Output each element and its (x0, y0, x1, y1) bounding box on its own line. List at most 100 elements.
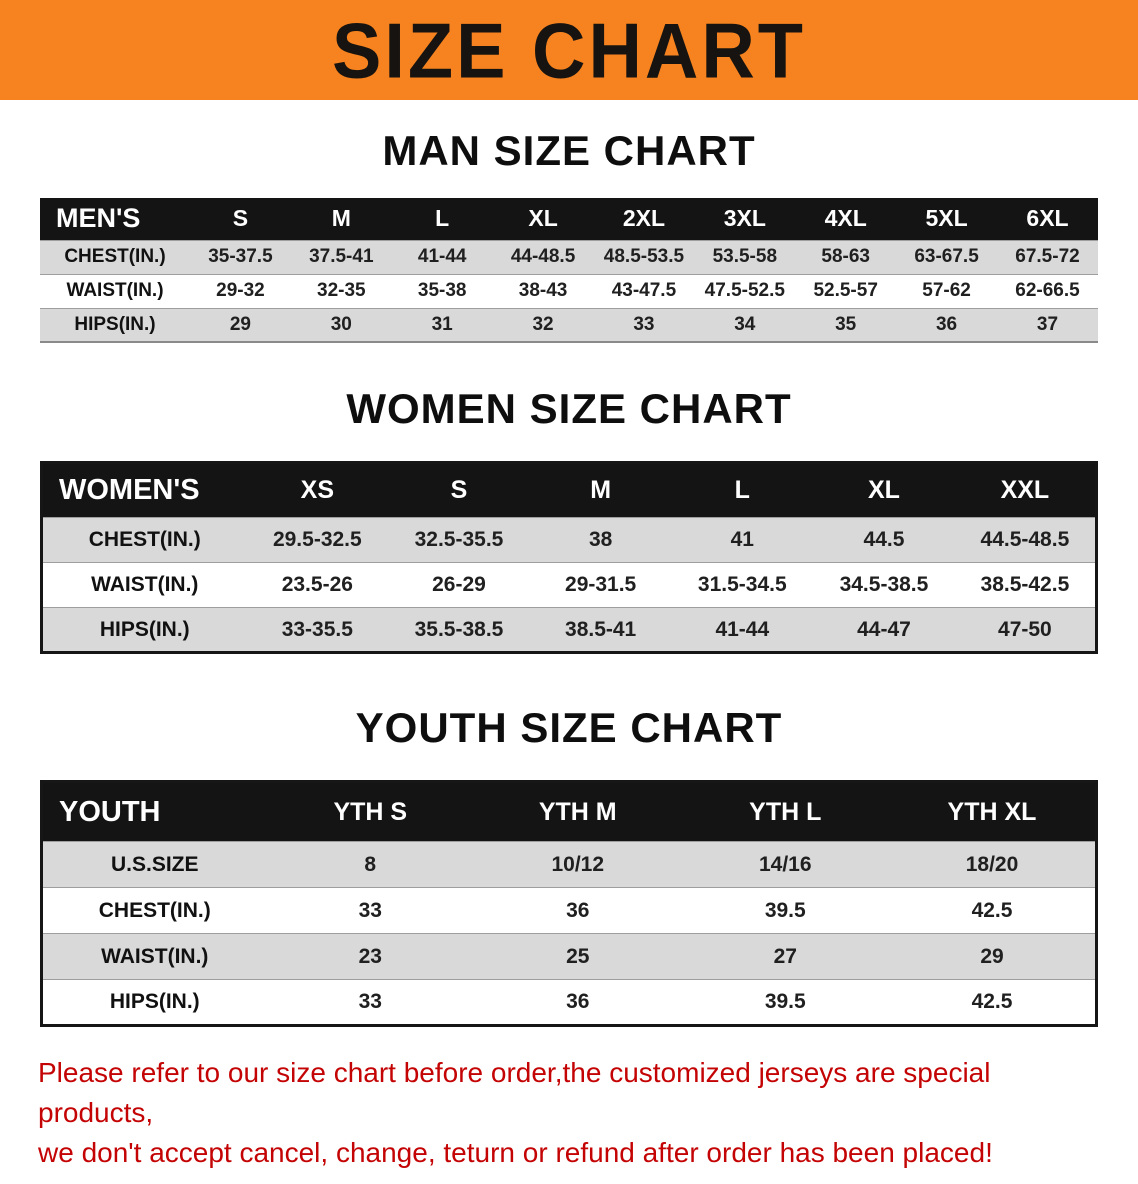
table-title-cell: MEN'S (40, 198, 190, 240)
value-cell: 27 (681, 933, 889, 980)
value-cell: 8 (266, 841, 474, 888)
disclaimer-line-2: we don't accept cancel, change, teturn o… (38, 1136, 993, 1168)
table-row: CHEST(IN.) 29.5-32.5 32.5-35.5 38 41 44.5 44.5… (41, 517, 1097, 563)
value-cell: 41-44 (391, 239, 493, 274)
value-cell: 34 (694, 307, 796, 342)
size-header-cell: XL (492, 198, 594, 240)
table-row: HIPS(IN.) 33-35.5 35.5-38.5 38.5-41 41-44 44-… (41, 607, 1097, 653)
size-header-cell: YTH L (681, 781, 889, 842)
value-cell: 23 (266, 933, 474, 980)
value-cell: 43-47.5 (593, 273, 695, 308)
value-cell: 36 (474, 887, 682, 934)
value-cell: 62-66.5 (997, 273, 1098, 308)
measure-label-cell: HIPS(IN.) (40, 307, 190, 342)
table-row: WAIST(IN.) 23.5-26 26-29 29-31.5 31.5-34.5 34… (41, 562, 1097, 608)
value-cell: 39.5 (681, 887, 889, 934)
value-cell: 41 (671, 517, 814, 563)
table-header-row: WOMEN'S XS S M L XL XXL (41, 462, 1097, 518)
table-row: WAIST(IN.) 29-32 32-35 35-38 38-43 43-47.5 47.… (40, 273, 1098, 308)
value-cell: 29 (889, 933, 1097, 980)
value-cell: 47-50 (954, 607, 1097, 653)
measure-label-cell: WAIST(IN.) (40, 273, 190, 308)
value-cell: 52.5-57 (795, 273, 897, 308)
size-header-cell: S (388, 462, 530, 518)
value-cell: 31 (391, 307, 493, 342)
value-cell: 32 (492, 307, 594, 342)
measure-label-cell: CHEST(IN.) (41, 517, 247, 563)
value-cell: 63-67.5 (896, 239, 997, 274)
measure-label-cell: U.S.SIZE (41, 841, 267, 888)
size-header-cell: L (391, 198, 493, 240)
value-cell: 53.5-58 (694, 239, 796, 274)
value-cell: 36 (896, 307, 997, 342)
value-cell: 32-35 (290, 273, 392, 308)
value-cell: 42.5 (889, 887, 1097, 934)
value-cell: 33-35.5 (246, 607, 389, 653)
youth-section-heading: YOUTH SIZE CHART (355, 704, 783, 751)
size-header-cell: S (190, 198, 291, 240)
value-cell: 47.5-52.5 (694, 273, 796, 308)
measure-label-cell: CHEST(IN.) (41, 887, 267, 934)
size-header-cell: L (671, 462, 814, 518)
value-cell: 39.5 (681, 979, 889, 1026)
value-cell: 30 (290, 307, 392, 342)
women-section-heading: WOMEN SIZE CHART (346, 385, 792, 432)
table-header-row: MEN'S S M L XL 2XL 3XL 4XL 5XL 6XL (40, 198, 1098, 240)
value-cell: 38 (529, 517, 672, 563)
value-cell: 33 (266, 887, 474, 934)
measure-label-cell: HIPS(IN.) (41, 979, 267, 1026)
size-header-cell: XXL (954, 462, 1097, 518)
table-title-cell: WOMEN'S (41, 462, 247, 518)
measure-label-cell: HIPS(IN.) (41, 607, 247, 653)
value-cell: 10/12 (474, 841, 682, 888)
value-cell: 44-47 (813, 607, 955, 653)
value-cell: 36 (474, 979, 682, 1026)
value-cell: 23.5-26 (246, 562, 389, 608)
value-cell: 29 (190, 307, 291, 342)
size-header-cell: YTH S (266, 781, 474, 842)
value-cell: 32.5-35.5 (388, 517, 530, 563)
value-cell: 67.5-72 (997, 239, 1098, 274)
value-cell: 38-43 (492, 273, 594, 308)
womens-size-table: WOMEN'S XS S M L XL XXL CHEST(IN.) 29.5-32.5 32.5… (40, 461, 1098, 654)
value-cell: 42.5 (889, 979, 1097, 1026)
value-cell: 35-38 (391, 273, 493, 308)
value-cell: 18/20 (889, 841, 1097, 888)
table-row: CHEST(IN.) 33 36 39.5 42.5 (41, 887, 1097, 934)
table-row: HIPS(IN.) 29 30 31 32 33 34 35 36 37 (40, 307, 1098, 342)
value-cell: 29-32 (190, 273, 291, 308)
value-cell: 14/16 (681, 841, 889, 888)
value-cell: 29-31.5 (529, 562, 672, 608)
value-cell: 25 (474, 933, 682, 980)
youth-size-table: YOUTH YTH S YTH M YTH L YTH XL U.S.SIZE 8 10/12… (40, 780, 1098, 1027)
measure-label-cell: WAIST(IN.) (41, 933, 267, 980)
table-row: CHEST(IN.) 35-37.5 37.5-41 41-44 44-48.5 48.5… (40, 239, 1098, 274)
value-cell: 58-63 (795, 239, 897, 274)
size-header-cell: XL (813, 462, 955, 518)
value-cell: 33 (266, 979, 474, 1026)
table-row: U.S.SIZE 8 10/12 14/16 18/20 (41, 841, 1097, 888)
disclaimer-text: Please refer to our size chart before or… (38, 1053, 1100, 1172)
value-cell: 38.5-42.5 (954, 562, 1097, 608)
size-header-cell: 6XL (997, 198, 1098, 240)
men-section-heading: MAN SIZE CHART (382, 127, 756, 174)
value-cell: 44.5-48.5 (954, 517, 1097, 563)
table-row: WAIST(IN.) 23 25 27 29 (41, 933, 1097, 980)
table-row: HIPS(IN.) 33 36 39.5 42.5 (41, 979, 1097, 1026)
size-header-cell: YTH M (474, 781, 682, 842)
value-cell: 37.5-41 (290, 239, 392, 274)
size-header-cell: 3XL (694, 198, 796, 240)
page-title: SIZE CHART (332, 6, 806, 94)
table-title-cell: YOUTH (41, 781, 267, 842)
value-cell: 38.5-41 (529, 607, 672, 653)
top-banner: SIZE CHART (0, 0, 1138, 100)
value-cell: 35 (795, 307, 897, 342)
value-cell: 34.5-38.5 (813, 562, 955, 608)
size-header-cell: M (529, 462, 672, 518)
mens-size-table: MEN'S S M L XL 2XL 3XL 4XL 5XL 6XL CHEST(IN.) 35-37… (40, 198, 1098, 343)
value-cell: 37 (997, 307, 1098, 342)
value-cell: 31.5-34.5 (671, 562, 814, 608)
value-cell: 33 (593, 307, 695, 342)
value-cell: 41-44 (671, 607, 814, 653)
